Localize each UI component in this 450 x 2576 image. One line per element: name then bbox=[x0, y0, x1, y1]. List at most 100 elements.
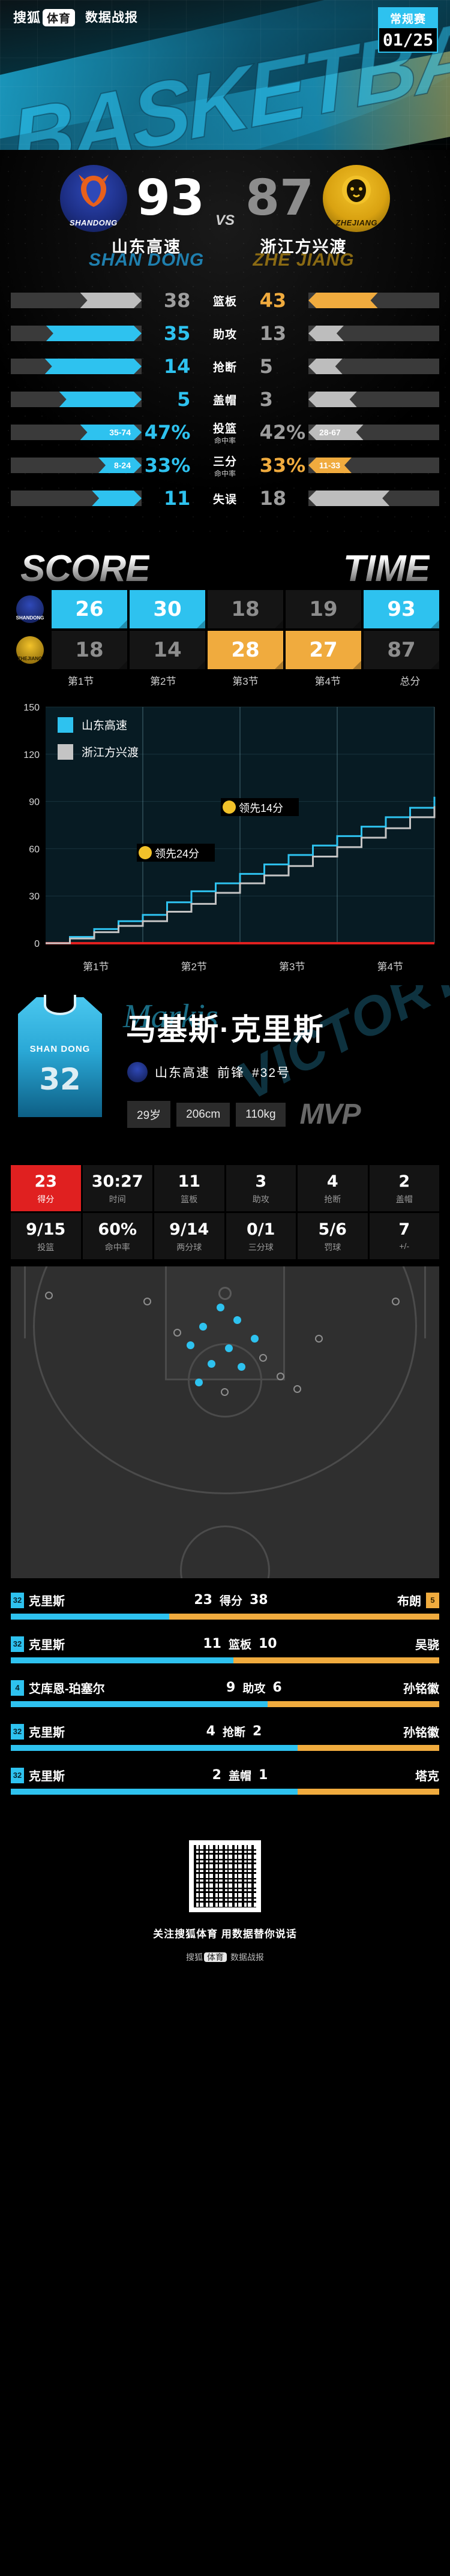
leader-right-value: 2 bbox=[253, 1724, 262, 1739]
leader-right-player: 塔克 bbox=[415, 1767, 439, 1784]
leader-category: 得分 bbox=[219, 1595, 242, 1608]
leader-left-name: 克里斯 bbox=[29, 1726, 65, 1740]
legend-label-away: 浙江方兴渡 bbox=[82, 747, 139, 759]
legend-item-away: 浙江方兴渡 bbox=[58, 744, 139, 760]
team-comparison-bars: 38 篮板 43 35 助攻 13 14 抢断 5 5 盖帽 3 35-74 47% 投篮 命中率 42% 28-… bbox=[0, 270, 450, 535]
line-chart-svg: 0 30 60 90 120 150 领先24分 领先14分 bbox=[23, 703, 436, 949]
compare-bar-away: 11-33 bbox=[308, 458, 440, 473]
compare-value-home: 38 bbox=[163, 289, 191, 312]
leader-bar bbox=[11, 1701, 439, 1707]
home-team-name: 山东高速 SHAN DONG bbox=[83, 234, 209, 270]
quarter-cell: 14 bbox=[130, 631, 205, 669]
mvp-stat-grid: 23 得分 30:27 时间 11 篮板 3 助攻 4 抢断 2 盖帽 9/15 投篮 60% 命中率 9/1… bbox=[0, 1165, 450, 1259]
jersey-team-text: SHAN DONG bbox=[29, 1044, 91, 1054]
mvp-team-crest-icon bbox=[127, 1062, 148, 1082]
legend-swatch-home bbox=[58, 717, 73, 733]
leader-left-value: 23 bbox=[194, 1593, 212, 1608]
dragon-icon bbox=[78, 174, 109, 207]
compare-bar-home bbox=[11, 293, 142, 308]
quarter-label: 第4节 bbox=[314, 676, 341, 687]
mvp-stat-value: 11 bbox=[178, 1172, 201, 1191]
quarter-labels: 第1节 第2节 第3节 第4节 总分 bbox=[0, 673, 450, 688]
badge-date: 01/25 bbox=[379, 28, 437, 52]
mvp-section: VICTORY SHAN DONG 32 Markis 马基斯·克里斯 山东高速… bbox=[0, 985, 450, 1165]
leader-left-name: 克里斯 bbox=[29, 1639, 65, 1652]
shot-made-marker bbox=[238, 1363, 246, 1371]
svg-text:120: 120 bbox=[23, 750, 40, 760]
svg-text:30: 30 bbox=[29, 892, 40, 902]
shot-missed-marker bbox=[293, 1385, 302, 1393]
compare-value-away: 3 bbox=[259, 388, 273, 411]
chart-legend: 山东高速 浙江方兴渡 bbox=[58, 717, 139, 771]
signature-flourish: Markis bbox=[123, 998, 218, 1035]
mvp-stat-label: 得分 bbox=[37, 1194, 55, 1204]
compare-bar-away bbox=[308, 326, 440, 341]
leader-right-name: 吴骁 bbox=[415, 1639, 439, 1652]
away-team-crest: ZHEJIANG bbox=[317, 160, 395, 237]
mvp-stat-row-2: 9/15 投篮 60% 命中率 9/14 两分球 0/1 三分球 5/6 罚球 7 +/- bbox=[11, 1213, 439, 1259]
vs-label: VS bbox=[215, 212, 235, 228]
mvp-stat-value: 5/6 bbox=[318, 1220, 347, 1239]
mvp-badge: MVP bbox=[299, 1099, 361, 1130]
mvp-bio-chips: 29岁 206cm 110kg MVP bbox=[127, 1098, 361, 1131]
quarter-label: 总分 bbox=[400, 676, 421, 687]
home-team-crest: SHANDONG bbox=[55, 160, 133, 237]
quarter-score-section: SCORE TIME SHANDONG 26 30 18 19 93 ZHEJIANG 18 1… bbox=[0, 535, 450, 688]
quarter-table: SHANDONG 26 30 18 19 93 ZHEJIANG 18 14 28 27 87 bbox=[0, 590, 450, 669]
footer-brand-tail: 数据战报 bbox=[230, 1952, 264, 1962]
brand-logo[interactable]: 搜狐 体育 bbox=[13, 7, 77, 26]
quarter-cell: 18 bbox=[208, 590, 283, 628]
mvp-weight: 110kg bbox=[236, 1102, 286, 1127]
leader-left-number: 32 bbox=[11, 1592, 24, 1608]
mvp-stat-label: 盖帽 bbox=[395, 1194, 413, 1204]
qr-code[interactable] bbox=[189, 1840, 261, 1912]
mvp-stat-cell: 30:27 时间 bbox=[82, 1165, 152, 1211]
leader-right-number: 5 bbox=[425, 1592, 439, 1608]
leader-right-value: 1 bbox=[259, 1768, 268, 1783]
home-crest-text: SHANDONG bbox=[69, 218, 118, 227]
leader-right-player: 孙铭徽 bbox=[403, 1679, 439, 1696]
leader-center: 4 抢断 2 bbox=[206, 1723, 262, 1740]
leader-right-player: 吴骁 bbox=[415, 1635, 439, 1653]
mvp-stat-cell: 9/14 两分球 bbox=[154, 1213, 224, 1259]
quarter-team-logo: SHANDONG bbox=[11, 590, 49, 628]
mvp-stat-value: 3 bbox=[255, 1172, 267, 1191]
mvp-stat-cell: 4 抢断 bbox=[298, 1165, 368, 1211]
mvp-stat-value: 2 bbox=[398, 1172, 410, 1191]
compare-row: 35 助攻 13 bbox=[11, 321, 440, 345]
compare-bar-home bbox=[11, 392, 142, 407]
leader-center: 11 篮板 10 bbox=[203, 1636, 277, 1652]
chart-x-tick: 第1节 bbox=[83, 961, 109, 973]
compare-bar-home bbox=[11, 359, 142, 374]
leader-right-name: 孙铭徽 bbox=[403, 1726, 439, 1740]
mvp-stat-cell: 2 盖帽 bbox=[369, 1165, 439, 1211]
scoreboard: SHANDONG 93 VS 87 ZHEJIANG bbox=[0, 150, 450, 535]
mvp-number-label: #32号 bbox=[252, 1066, 291, 1080]
leader-left-player: 4 艾库恩-珀塞尔 bbox=[11, 1679, 105, 1696]
leader-category: 篮板 bbox=[228, 1639, 251, 1651]
footer: 关注搜狐体育 用数据替你说话 搜狐 体育 数据战报 bbox=[0, 1816, 450, 1979]
quarter-cell: 26 bbox=[52, 590, 127, 628]
hero-grid-texture bbox=[0, 0, 450, 150]
legend-swatch-away bbox=[58, 744, 73, 760]
mvp-position: 前锋 bbox=[217, 1066, 245, 1080]
leader-category: 抢断 bbox=[222, 1726, 245, 1739]
svg-text:150: 150 bbox=[23, 703, 40, 713]
leader-bar bbox=[11, 1789, 439, 1795]
quarter-team-logo: ZHEJIANG bbox=[11, 631, 49, 669]
quarter-cell: 87 bbox=[364, 631, 439, 669]
mvp-stat-value: 7 bbox=[398, 1220, 410, 1239]
match-type-badge: 常规赛 01/25 bbox=[378, 7, 438, 53]
quarter-cell: 93 bbox=[364, 590, 439, 628]
victory-watermark: VICTORY bbox=[227, 985, 450, 1112]
compare-value-home: 14 bbox=[163, 355, 191, 378]
compare-label: 抢断 bbox=[213, 361, 238, 374]
mvp-stat-label: 三分球 bbox=[248, 1242, 274, 1252]
home-score: 93 bbox=[136, 170, 205, 227]
mvp-stat-value: 0/1 bbox=[247, 1220, 275, 1239]
leader-right-value: 10 bbox=[259, 1636, 277, 1651]
away-score: 87 bbox=[245, 170, 314, 227]
compare-value-home: 5 bbox=[177, 388, 191, 411]
mvp-stat-label: 罚球 bbox=[324, 1242, 341, 1252]
